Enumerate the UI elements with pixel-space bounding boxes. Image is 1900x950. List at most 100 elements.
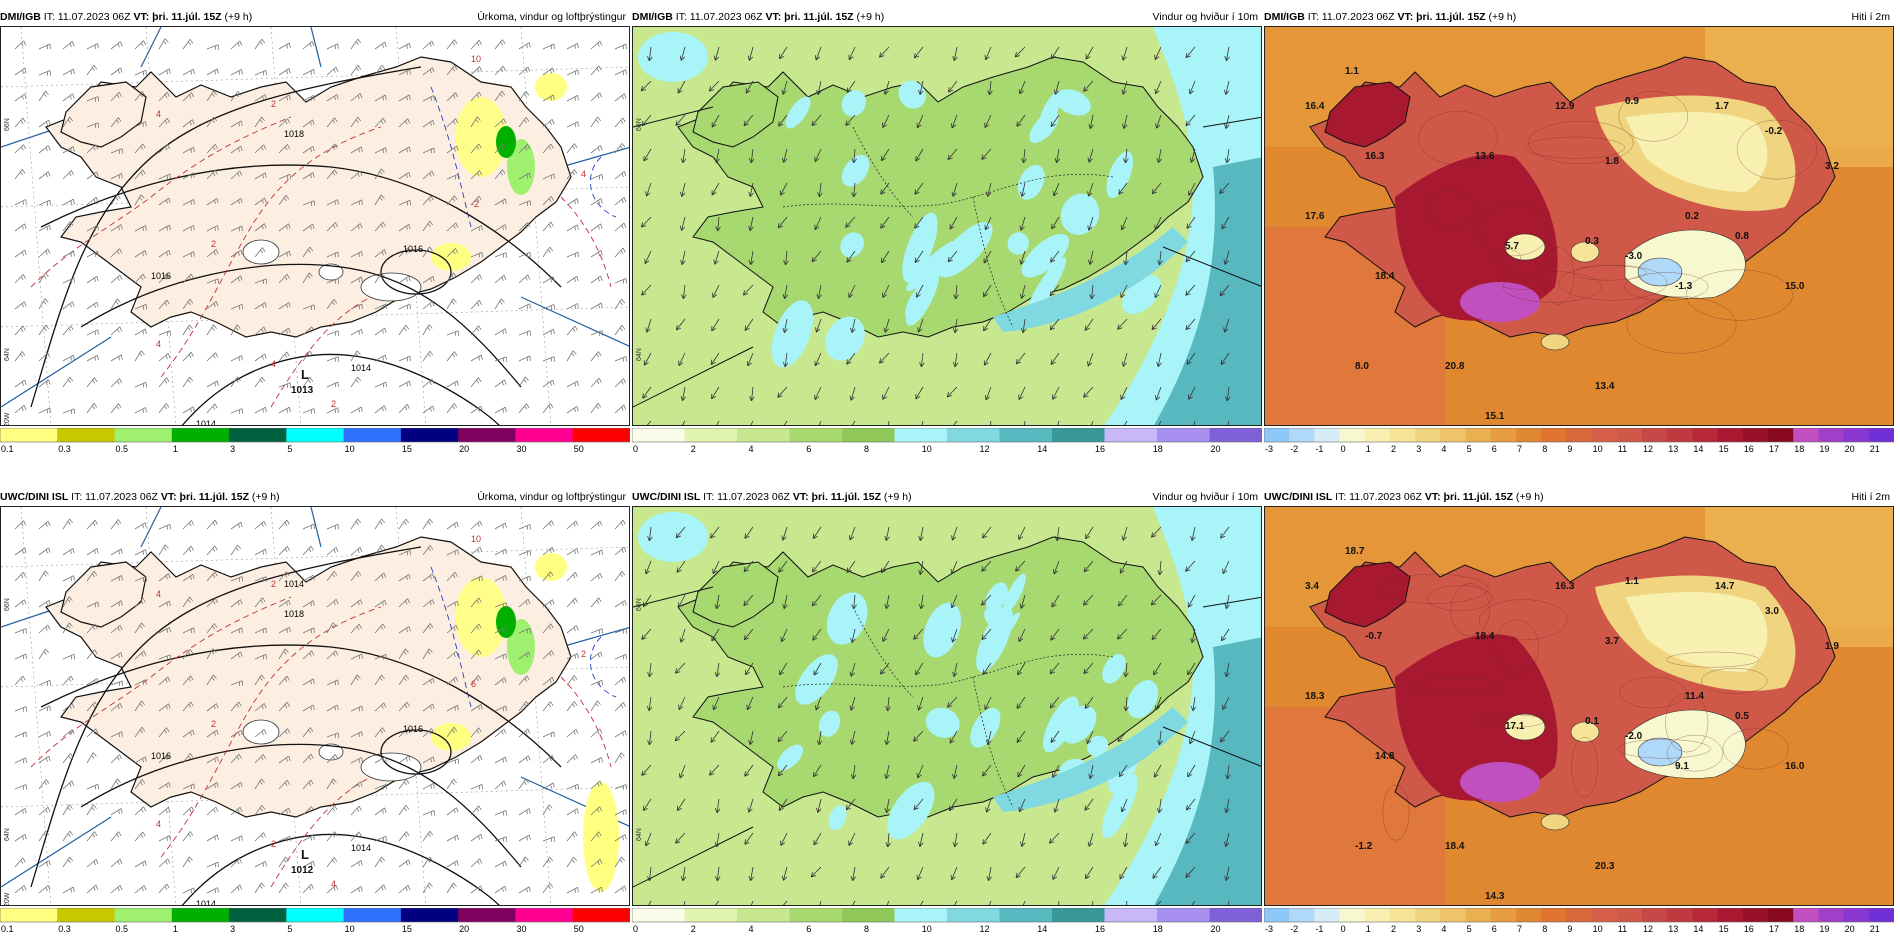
temperature-value-label: 16.0	[1785, 761, 1805, 772]
colorbar-label: 18	[1153, 924, 1163, 934]
map-temp[interactable]: 1.1 16.4 12.9 0.9 1.7 -0.2 16.3 13.6 1.8 3.2 0.2 17…	[1264, 26, 1894, 426]
westfjords-land	[692, 81, 779, 148]
panel-temp: DMI/IGB IT: 11.07.2023 06Z VT: þri. 11.j…	[1264, 8, 1894, 468]
precip-areas	[431, 553, 619, 892]
colorbar-swatch	[999, 908, 1053, 922]
panel-header: DMI/IGB IT: 11.07.2023 06Z VT: þri. 11.j…	[0, 8, 630, 26]
valid-time: VT: þri. 11.júl. 15Z	[1424, 491, 1513, 503]
temperature-value-label: 13.4	[1595, 381, 1615, 392]
temperature-value-label: 15.1	[1485, 411, 1505, 422]
temp-contour-label: 4	[156, 819, 161, 829]
temperature-value-label: 8.0	[1355, 361, 1369, 372]
isobars	[30, 546, 562, 905]
colorbar-swatch	[1667, 428, 1693, 442]
colorbar-label: 13	[1668, 444, 1678, 454]
colorbar-label: 16	[1095, 444, 1105, 454]
precip-colorbar: 0.1 0.3 0.5 1 3 5 10 15 20 30 50	[0, 428, 630, 454]
colorbar-label: 2	[691, 924, 696, 934]
temperature-value-label: 18.7	[1345, 546, 1365, 557]
colorbar-swatch	[229, 428, 287, 442]
colorbar-swatch	[1868, 908, 1894, 922]
panel-title: Hiti í 2m	[1851, 491, 1890, 503]
colorbar-swatch	[1566, 908, 1593, 922]
colorbar-label: 0	[633, 444, 638, 454]
temperature-value-label: -1.3	[1675, 281, 1693, 292]
map-precip[interactable]: 1018 1016 1016 1014 1014 4 2 4 2 4 2 -2 10 4 L 1013 66N 6…	[0, 26, 630, 426]
map-precip[interactable]: 1018 1016 1016 1014 1014 1014 4 2 4 2 2 4 6 10 2 L 1012 6…	[0, 506, 630, 906]
colorbar-swatch	[842, 908, 895, 922]
warm-cores	[1395, 634, 1558, 802]
colorbar-label: 10	[1593, 444, 1603, 454]
valid-time: VT: þri. 11.júl. 15Z	[160, 491, 249, 503]
pressure-centre-value: 1012	[291, 865, 314, 876]
map-canvas: 66N 64N	[633, 27, 1261, 425]
colorbar-label: 0	[633, 924, 638, 934]
colorbar-label: 20	[1845, 444, 1855, 454]
map-canvas: 1.1 16.4 12.9 0.9 1.7 -0.2 16.3 13.6 1.8 3.2 0.2 17…	[1265, 27, 1893, 425]
temp-contour-label: 10	[471, 534, 481, 544]
colorbar-swatch	[1314, 428, 1341, 442]
westfjords-land	[60, 81, 147, 148]
temperature-contours	[1418, 91, 1817, 354]
temperature-contours	[30, 116, 612, 408]
negative-temperature-contours	[430, 566, 617, 708]
colorbar-swatch	[1541, 428, 1567, 442]
colorbar-label: 2	[1391, 924, 1396, 934]
colorbar-label: -1	[1315, 444, 1323, 454]
colorbar: -3 -2 -1 0 1 2 3 4 5 6 7 8 9 10 11 12 13 14 15 16 17 18 19 20 21	[1264, 428, 1894, 462]
colorbar-label: 1	[1366, 444, 1371, 454]
westfjords-land	[1324, 561, 1411, 628]
iceland-land	[677, 56, 1204, 338]
colorbar-swatch	[1364, 908, 1391, 922]
gust-areas	[771, 80, 1161, 368]
panel-title: Úrkoma, vindur og loftþrýstingur	[477, 491, 626, 503]
temp-contour-label: 2	[581, 649, 586, 659]
colorbar-label: 19	[1819, 924, 1829, 934]
colorbar-swatch	[1818, 908, 1845, 922]
strong-wind-area	[1154, 157, 1261, 425]
colorbar-swatch	[1642, 908, 1668, 922]
colorbar-label: 15	[402, 924, 412, 934]
grid-lines	[633, 586, 1261, 888]
colorbar-label: -3	[1265, 444, 1273, 454]
map-temp[interactable]: 18.7 3.4 16.3 1.1 14.7 3.0 -0.7 18.4 3.7 1.9 11.4 1…	[1264, 506, 1894, 906]
colorbar-label: 5	[1467, 924, 1472, 934]
temp-contour-label: 2	[271, 839, 276, 849]
warm-cores	[1395, 154, 1558, 322]
colorbar-swatch	[737, 908, 790, 922]
pressure-centre-letter: L	[301, 847, 309, 862]
colorbar-label: 0.1	[1, 924, 14, 934]
initial-time: IT: 11.07.2023 06Z	[40, 11, 134, 23]
colorbar: 0.1 0.3 0.5 1 3 5 10 15 20 30 50	[0, 908, 630, 942]
panel-title: Vindur og hviður í 10m	[1152, 11, 1258, 23]
region-borders	[782, 606, 1114, 808]
colorbar-label: 2	[691, 444, 696, 454]
colorbar-label: 21	[1870, 924, 1880, 934]
initial-time: IT: 11.07.2023 06Z	[700, 491, 793, 503]
colorbar-label: 14	[1037, 924, 1047, 934]
map-wind[interactable]: 66N 64N	[632, 26, 1262, 426]
colorbar-label: 16	[1744, 444, 1754, 454]
colorbar-label: 12	[980, 444, 990, 454]
colorbar-swatch	[684, 428, 738, 442]
colorbar-swatch	[400, 428, 459, 442]
temperature-value-label: 0.3	[1585, 236, 1599, 247]
colorbar-label: 10	[345, 444, 355, 454]
colorbar-swatch	[114, 428, 173, 442]
colorbar-label: 16	[1095, 924, 1105, 934]
colorbar-label: 12	[980, 924, 990, 934]
colorbar-swatch	[999, 428, 1053, 442]
temp-colorbar: -3 -2 -1 0 1 2 3 4 5 6 7 8 9 10 11 12 13 14 15 16 17 18 19 20 21	[1264, 908, 1894, 934]
colorbar-label: 11	[1618, 444, 1627, 454]
temperature-value-label: 1.9	[1825, 641, 1839, 652]
colorbar-swatch	[1415, 908, 1441, 922]
map-wind[interactable]: 66N 64N	[632, 506, 1262, 906]
colorbar-swatch	[171, 428, 230, 442]
colorbar-swatch	[1742, 428, 1769, 442]
precip-colorbar: 0.1 0.3 0.5 1 3 5 10 15 20 30 50	[0, 908, 630, 934]
colorbar-swatch	[171, 908, 230, 922]
valid-time: VT: þri. 11.júl. 15Z	[792, 491, 881, 503]
colorbar-swatch	[0, 908, 58, 922]
wind-colorbar: 0 2 4 6 8 10 12 14 16 18 20	[632, 428, 1262, 454]
temperature-value-label: 17.1	[1505, 721, 1525, 732]
